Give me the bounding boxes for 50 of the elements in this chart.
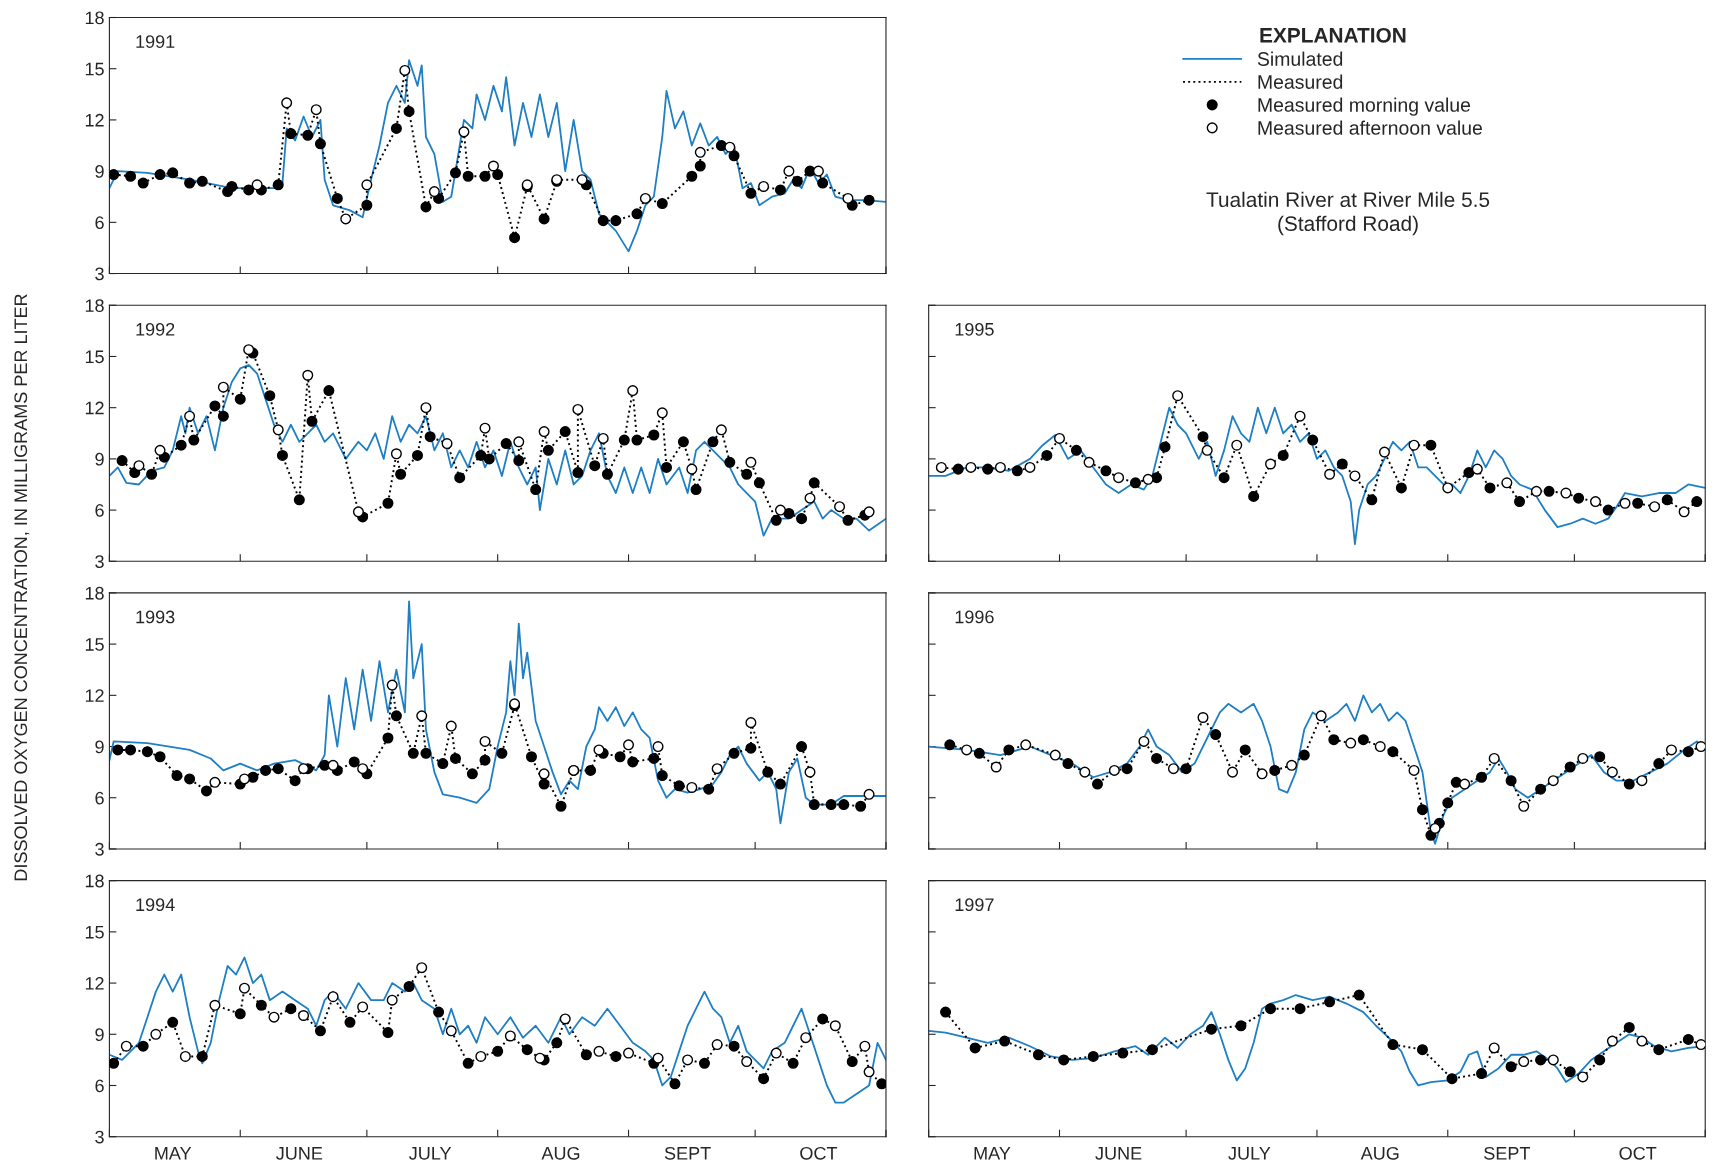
x-tick-label: OCT	[1619, 1146, 1657, 1160]
x-tick-label: MAY	[974, 1147, 1011, 1160]
legend-title: EXPLANATION	[1260, 27, 1406, 43]
legend-label: Measured morning value	[1258, 97, 1471, 116]
y-tick-label: 15	[85, 350, 104, 364]
y-tick-label: 3	[95, 555, 104, 569]
y-tick-label: 6	[95, 216, 104, 230]
y-tick-label: 18	[85, 299, 104, 312]
y-tick-label: 9	[95, 452, 104, 466]
annotation: 1992	[136, 322, 175, 336]
annotation: 1991	[136, 35, 175, 48]
annotation: 1996	[955, 610, 994, 624]
x-tick-label: SEPT	[1484, 1146, 1531, 1160]
y-tick-label: 6	[95, 791, 104, 805]
x-tick-label: AUG	[1360, 1146, 1399, 1160]
y-tick-label: 6	[95, 1079, 104, 1093]
y-axis-title: DISSOLVED OXYGEN CONCENTRATION, IN MILLIGRAMS PER LITER	[14, 294, 30, 881]
x-tick-label: JUNE	[1095, 1147, 1142, 1160]
y-tick-label: 3	[95, 267, 104, 281]
annotation: 1995	[955, 322, 994, 336]
x-tick-label: AUG	[541, 1146, 580, 1160]
y-tick-label: 15	[85, 62, 104, 76]
annotation: 1997	[955, 898, 994, 912]
x-tick-label: SEPT	[664, 1146, 711, 1160]
text: Tualatin River at River Mile 5.5 (Stafford Road)	[1206, 191, 1490, 236]
legend-label: Measured	[1258, 74, 1343, 89]
y-tick-label: 18	[85, 11, 104, 25]
y-tick-label: 9	[95, 165, 104, 178]
y-tick-label: 15	[85, 638, 104, 651]
x-tick-label: JUNE	[276, 1147, 323, 1160]
x-tick-label: JULY	[1228, 1147, 1271, 1160]
y-tick-label: 6	[95, 504, 104, 517]
y-tick-label: 12	[85, 977, 104, 990]
y-tick-label: 12	[85, 689, 104, 702]
y-tick-label: 18	[85, 586, 104, 600]
x-tick-label: MAY	[155, 1147, 192, 1160]
x-tick-label: OCT	[800, 1146, 838, 1160]
y-tick-label: 15	[85, 925, 104, 939]
y-tick-label: 9	[95, 1028, 104, 1041]
legend-label: Simulated	[1257, 51, 1343, 66]
x-tick-label: JULY	[409, 1147, 452, 1160]
legend-label: Measured afternoon value	[1258, 120, 1482, 135]
annotation: 1994	[136, 898, 175, 912]
y-tick-label: 3	[95, 842, 104, 856]
y-tick-label: 18	[85, 874, 104, 888]
y-tick-label: 12	[85, 401, 104, 415]
y-tick-label: 3	[95, 1130, 104, 1144]
annotation: 1993	[136, 610, 175, 624]
y-tick-label: 9	[95, 740, 104, 754]
y-tick-label: 12	[85, 113, 104, 127]
